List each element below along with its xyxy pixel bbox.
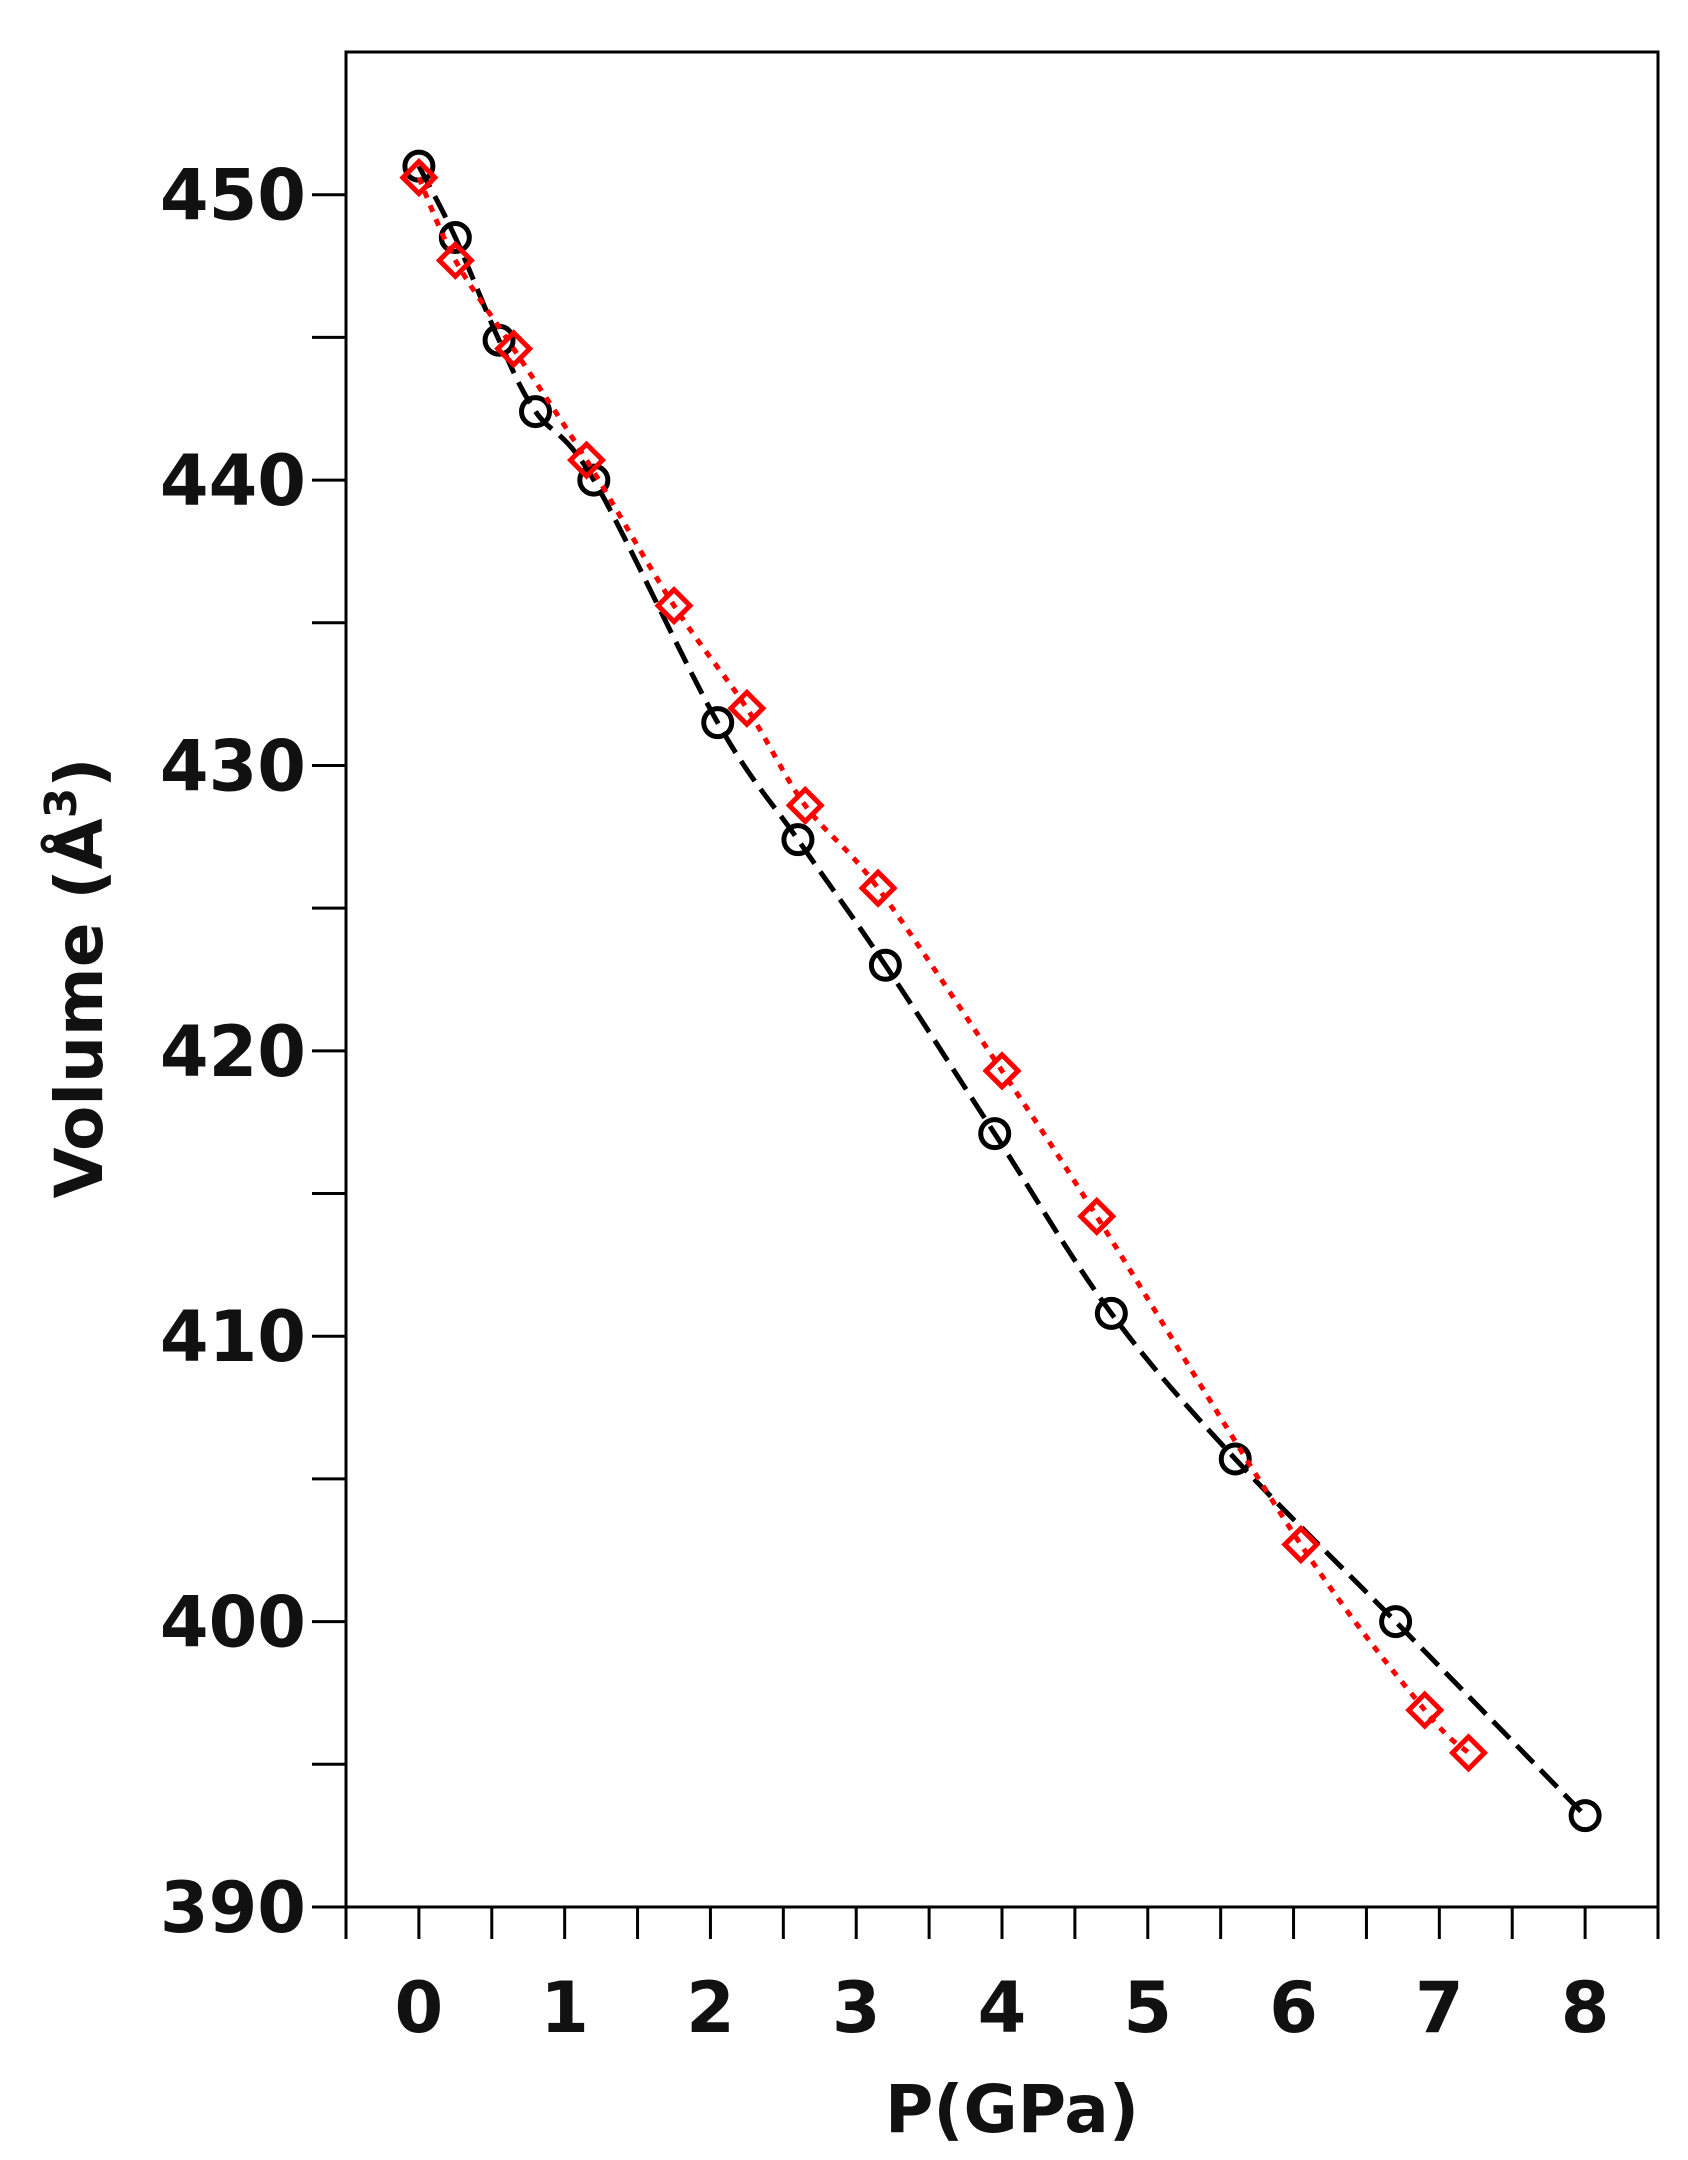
series-2-line bbox=[416, 176, 1471, 1755]
series-1-point bbox=[1568, 1799, 1602, 1833]
x-tick-label: 3 bbox=[832, 1967, 881, 2049]
y-tick-label: 410 bbox=[160, 1296, 306, 1378]
series-2-point bbox=[1448, 1733, 1489, 1773]
y-axis-title-superscript: 3 bbox=[36, 788, 87, 819]
x-tick-label: 5 bbox=[1123, 1967, 1172, 2049]
series-1-point bbox=[1094, 1296, 1128, 1330]
series-2-point bbox=[435, 240, 475, 280]
series-1-point bbox=[868, 948, 902, 982]
y-tick-label: 400 bbox=[160, 1582, 306, 1664]
series-2-point bbox=[785, 785, 825, 825]
series-1-point bbox=[1379, 1605, 1413, 1639]
series-layer bbox=[399, 149, 1602, 1833]
y-axis-title: Volume (Å3) bbox=[36, 758, 118, 1199]
x-axis-ticks: 0 1 2 3 4 5 6 7 8 bbox=[344, 1907, 1660, 2049]
series-2-point bbox=[727, 688, 767, 728]
y-axis-title-close: ) bbox=[41, 758, 118, 788]
series-1-point bbox=[519, 395, 553, 429]
series-2-point bbox=[1405, 1690, 1445, 1730]
y-tick-label: 430 bbox=[160, 725, 306, 807]
y-tick-label: 450 bbox=[160, 155, 306, 237]
series-2-point bbox=[566, 440, 607, 480]
series-2-point bbox=[982, 1051, 1022, 1091]
y-tick-label: 440 bbox=[160, 440, 306, 522]
series-2-point bbox=[399, 158, 439, 198]
x-tick-label: 4 bbox=[978, 1967, 1027, 2049]
x-tick-label: 8 bbox=[1561, 1967, 1610, 2049]
x-axis-title: P(GPa) bbox=[885, 2071, 1139, 2148]
plot-frame bbox=[344, 50, 1660, 1909]
series-2-point bbox=[1281, 1525, 1321, 1565]
y-axis-ticks: 390 400 410 420 430 440 450 bbox=[160, 155, 346, 1949]
series-1-point bbox=[781, 823, 815, 857]
x-tick-label: 6 bbox=[1269, 1967, 1318, 2049]
y-tick-label: 420 bbox=[160, 1011, 306, 1093]
series-1-point bbox=[978, 1117, 1012, 1151]
series-2-point bbox=[494, 329, 534, 369]
series-1-point bbox=[1218, 1442, 1252, 1476]
y-axis-title-main: Volume (Å bbox=[40, 818, 118, 1198]
x-tick-label: 2 bbox=[686, 1967, 735, 2049]
x-tick-label: 0 bbox=[395, 1967, 444, 2049]
series-2-point bbox=[858, 868, 898, 908]
x-tick-label: 7 bbox=[1415, 1967, 1464, 2049]
x-tick-label: 1 bbox=[540, 1967, 589, 2049]
series-2-point bbox=[1077, 1196, 1117, 1236]
series-1-point bbox=[701, 706, 735, 740]
series-2-point bbox=[654, 586, 694, 626]
series-1-line bbox=[416, 165, 1587, 1818]
y-tick-label: 390 bbox=[160, 1867, 306, 1949]
